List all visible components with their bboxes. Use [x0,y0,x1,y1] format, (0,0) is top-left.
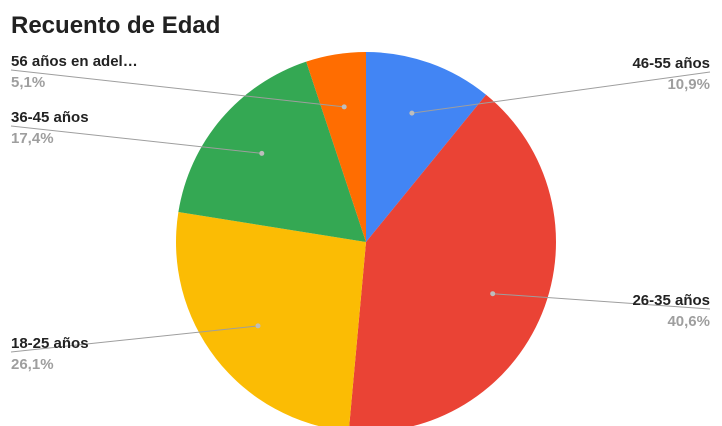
pie-slice[interactable] [176,212,366,426]
slice-label: 18-25 años [11,335,89,352]
leader-dot [409,110,415,116]
slice-label: 56 años en adel… [11,53,138,70]
leader-dot [259,150,265,156]
slice-label: 26-35 años [632,292,710,309]
leader-dot [490,291,496,297]
slice-percent: 17,4% [11,130,54,147]
leader-line [411,71,711,114]
leader-dot [341,104,347,110]
pie-slice[interactable] [306,52,366,242]
leader-line [492,293,711,310]
slice-percent: 10,9% [667,76,710,93]
slice-percent: 26,1% [11,356,54,373]
slice-label: 46-55 años [632,55,710,72]
leader-line [10,69,345,108]
pie-slice[interactable] [349,94,557,426]
slice-percent: 40,6% [667,313,710,330]
leader-dot [255,323,261,329]
leader-line [10,325,259,353]
slice-labels: 46-55 años 10,9% 26-35 años 40,6% 18-25 años… [10,53,711,373]
pie-slices [176,52,557,426]
slice-percent: 5,1% [11,74,45,91]
leader-line [10,125,262,154]
chart-title: Recuento de Edad [11,12,221,39]
slice-label: 36-45 años [11,109,89,126]
pie-slice[interactable] [366,52,487,242]
pie-slice[interactable] [178,61,366,243]
